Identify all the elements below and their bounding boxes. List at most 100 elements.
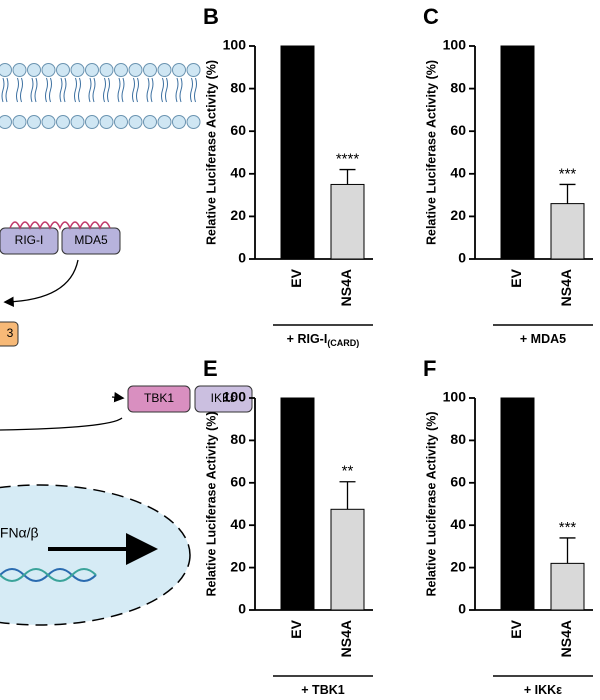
lipid-tail — [45, 77, 52, 103]
y-axis-label: Relative Luciferase Activity (%) — [204, 60, 218, 245]
arrow — [3, 259, 79, 307]
y-tick-label: 100 — [443, 37, 467, 53]
lipid-tail — [1, 77, 9, 103]
lipid-head — [186, 115, 201, 129]
group-label-main: + MDA5 — [520, 332, 566, 346]
error-bar — [559, 183, 576, 204]
lipid-head — [70, 115, 85, 129]
y-tick-label: 40 — [230, 516, 246, 532]
y-tick-label: 20 — [450, 207, 466, 223]
lipid-head — [56, 63, 70, 77]
y-tick-label: 40 — [450, 516, 466, 532]
lipid-head — [12, 63, 27, 77]
lipid-head — [128, 115, 143, 129]
error-bar — [559, 537, 576, 564]
lipid-head — [114, 115, 128, 129]
y-tick-label: 60 — [230, 474, 246, 490]
lipid-head — [41, 63, 56, 77]
lipid-head — [172, 63, 186, 77]
x-tick-label: EV — [288, 268, 304, 287]
lipid-tail — [88, 77, 96, 103]
y-tick-label: 80 — [230, 431, 246, 447]
y-tick-label: 0 — [238, 601, 246, 617]
x-tick-label: EV — [508, 268, 524, 287]
lipid-tail — [146, 77, 154, 103]
lipid-tail — [190, 77, 197, 103]
lipid-tail — [30, 77, 38, 103]
lipid-head — [157, 115, 172, 129]
error-bar — [339, 168, 356, 185]
bar — [550, 562, 585, 611]
bar — [330, 183, 365, 260]
ikke-label: IKKε — [211, 391, 236, 405]
x-tick-label: NS4A — [558, 269, 574, 306]
bar — [500, 397, 535, 611]
lipid-head — [143, 63, 157, 77]
group-label-main: + IKKε — [524, 683, 562, 697]
lipid-tail — [59, 77, 67, 103]
lipid-head — [85, 115, 99, 129]
significance: ** — [342, 463, 354, 480]
y-tick-label: 0 — [238, 250, 246, 266]
lipid-tail — [117, 77, 125, 103]
y-tick-label: 60 — [450, 122, 466, 138]
pathway-diagram: RIG-I MDA5 3 TBK1 IKKε IFNα/β — [0, 63, 253, 626]
group-label-main: + RIG-I — [287, 332, 328, 346]
rna — [9, 221, 111, 230]
x-tick-label: NS4A — [558, 620, 574, 657]
lipid-head — [172, 115, 186, 129]
y-axis-label: Relative Luciferase Activity (%) — [204, 411, 218, 596]
group-label: + RIG-I(CARD) — [287, 332, 360, 348]
y-tick-label: 80 — [450, 79, 466, 95]
arrow — [111, 392, 125, 403]
irf-box — [0, 321, 19, 347]
y-tick-label: 80 — [230, 79, 246, 95]
rig-box — [0, 227, 59, 255]
x-tick-label: EV — [288, 619, 304, 638]
ikke-box — [194, 385, 253, 413]
y-tick-label: 60 — [450, 474, 466, 490]
bar — [280, 397, 315, 611]
bar — [550, 203, 585, 260]
irf-label: 3 — [7, 326, 14, 340]
lipid-head — [143, 115, 157, 129]
lipid-head — [27, 63, 41, 77]
x-tick-label: NS4A — [338, 269, 354, 306]
bar — [330, 508, 365, 611]
mda5-label: MDA5 — [74, 233, 108, 247]
significance: **** — [336, 151, 360, 168]
dna — [0, 568, 97, 582]
y-tick-label: 60 — [230, 122, 246, 138]
tbk1-box — [127, 385, 191, 413]
lipid-tail — [161, 77, 168, 103]
y-tick-label: 40 — [450, 165, 466, 181]
group-label: + IKKε — [524, 683, 562, 697]
y-tick-label: 0 — [458, 250, 466, 266]
y-tick-label: 20 — [450, 558, 466, 574]
panel-letter: C — [423, 4, 439, 29]
y-axis-label: Relative Luciferase Activity (%) — [424, 411, 438, 596]
lipid-head — [85, 63, 99, 77]
y-tick-label: 100 — [223, 389, 247, 405]
y-tick-label: 100 — [443, 389, 467, 405]
group-label: + TBK1 — [301, 683, 344, 697]
y-axis-label: Relative Luciferase Activity (%) — [424, 60, 438, 245]
membrane — [0, 63, 201, 129]
panel-letter: B — [203, 4, 219, 29]
panel-letter: E — [203, 356, 218, 381]
lipid-head — [41, 115, 56, 129]
group-label-main: + TBK1 — [301, 683, 344, 697]
y-tick-label: 20 — [230, 558, 246, 574]
significance: *** — [559, 519, 577, 536]
bar — [280, 45, 315, 260]
nucleus — [0, 484, 191, 626]
line — [0, 417, 123, 431]
lipid-head — [186, 63, 201, 77]
lipid-head — [128, 63, 143, 77]
y-tick-label: 80 — [450, 431, 466, 447]
panel-letter: F — [423, 356, 436, 381]
lipid-head — [0, 115, 12, 129]
rig-label: RIG-I — [15, 233, 44, 247]
lipid-head — [0, 63, 12, 77]
